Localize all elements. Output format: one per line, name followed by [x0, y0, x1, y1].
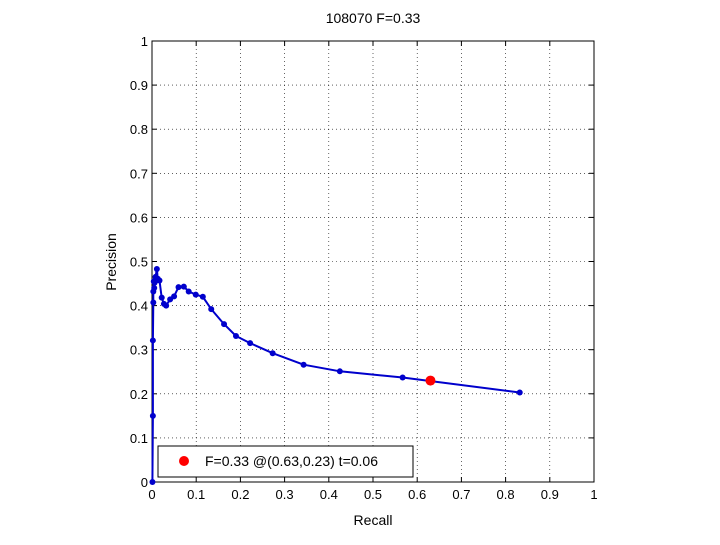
data-point — [180, 283, 187, 290]
y-tick-label: 0.7 — [130, 166, 148, 181]
x-tick-label: 0.5 — [364, 487, 382, 502]
y-tick-label: 0.3 — [130, 343, 148, 358]
data-point — [208, 306, 215, 313]
x-tick-label: 0.8 — [497, 487, 515, 502]
data-point — [150, 288, 157, 295]
y-tick-label: 0.8 — [130, 122, 148, 137]
data-point — [149, 479, 156, 485]
x-tick-label: 0 — [148, 487, 155, 502]
data-point — [153, 265, 160, 272]
legend-marker — [179, 456, 189, 466]
x-tick-label: 0.2 — [231, 487, 249, 502]
data-point — [399, 374, 406, 381]
data-point — [160, 300, 167, 307]
y-tick-label: 0.9 — [130, 78, 148, 93]
data-point — [336, 368, 343, 375]
data-point — [192, 291, 199, 298]
best-f-point — [425, 375, 436, 386]
y-axis-title: Precision — [103, 233, 119, 291]
highlight — [425, 375, 436, 386]
data-point — [247, 340, 254, 347]
y-tick-label: 0.1 — [130, 431, 148, 446]
legend-box — [157, 445, 414, 478]
x-tick-label: 0.6 — [408, 487, 426, 502]
data-point — [221, 321, 228, 328]
data-point — [150, 278, 157, 285]
data-point — [185, 288, 192, 295]
x-tick-label: 0.4 — [320, 487, 338, 502]
ticks: 0 0.1 0.2 0.3 0.4 0.5 0.6 0.7 0.8 0.9 1 0 0.1 0.2 0.3 0… — [130, 34, 598, 502]
data-point — [199, 293, 206, 300]
x-tick-label: 0.9 — [541, 487, 559, 502]
data-point — [300, 361, 307, 368]
y-tick-label: 0.6 — [130, 210, 148, 225]
data-point — [150, 299, 157, 306]
data-point — [167, 296, 174, 303]
y-tick-label: 0.5 — [130, 255, 148, 270]
x-tick-label: 0.7 — [452, 487, 470, 502]
x-tick-label: 0.1 — [187, 487, 205, 502]
y-tick-label: 0.2 — [130, 387, 148, 402]
data-point — [175, 284, 182, 291]
y-tick-label: 0.4 — [130, 299, 148, 314]
legend: F=0.33 @(0.63,0.23) t=0.06 — [157, 445, 414, 478]
series — [149, 265, 523, 485]
legend-label: F=0.33 @(0.63,0.23) t=0.06 — [205, 453, 378, 469]
x-axis-title: Recall — [354, 512, 393, 528]
data-point — [516, 389, 523, 396]
data-point — [232, 333, 239, 340]
y-tick-label: 0 — [141, 475, 148, 490]
x-tick-label: 1 — [590, 487, 597, 502]
data-point — [149, 412, 156, 419]
grid — [152, 41, 594, 482]
y-tick-label: 1 — [141, 34, 148, 49]
data-point — [158, 294, 165, 301]
data-point — [149, 337, 156, 344]
data-point — [269, 350, 276, 357]
x-tick-label: 0.3 — [276, 487, 294, 502]
chart-title: 108070 F=0.33 — [326, 10, 421, 26]
